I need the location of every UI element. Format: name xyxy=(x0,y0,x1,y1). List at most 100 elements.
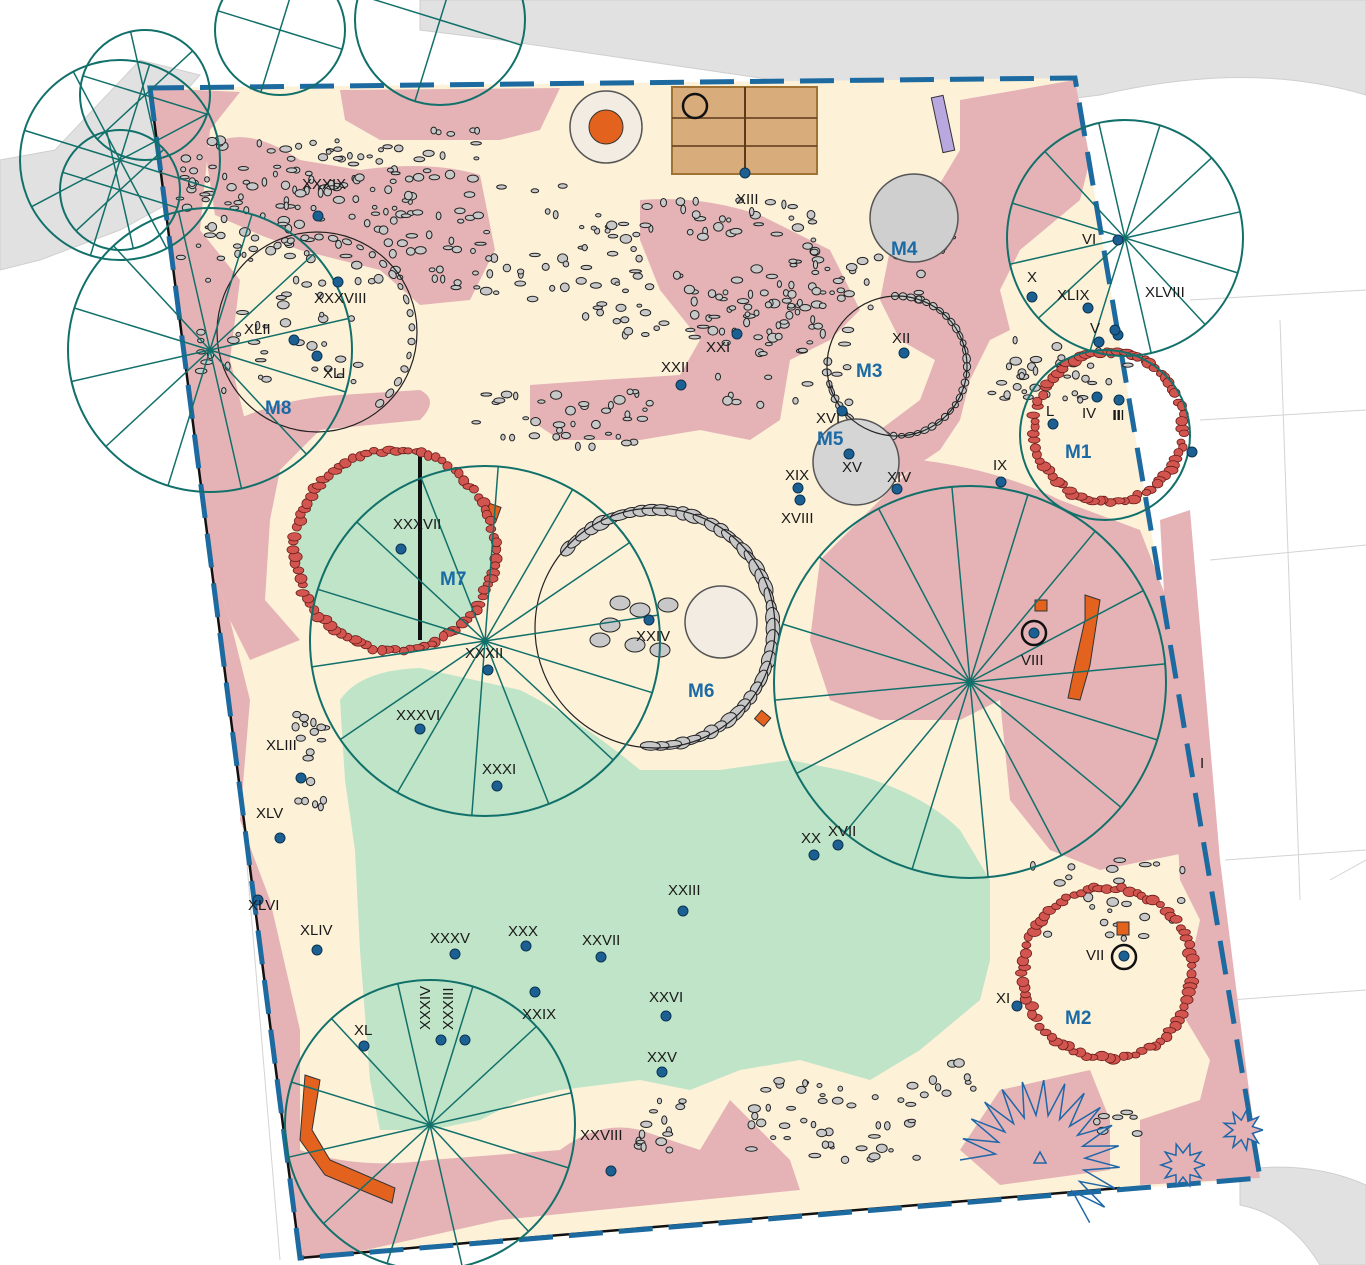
shrub-starburst-small xyxy=(1221,1107,1264,1153)
survey-point: XXXV xyxy=(430,930,470,960)
survey-points: IIIIIIIVVVIVIIVIIIIXXXIXIIXIIIXIVXVXVIXV… xyxy=(244,167,1204,1177)
stone xyxy=(588,442,596,452)
survey-point-dot xyxy=(311,944,323,956)
stone xyxy=(402,294,410,305)
stone xyxy=(292,710,302,719)
survey-point-dot xyxy=(395,543,407,555)
red-stone xyxy=(1185,953,1200,964)
survey-point-label: XXXV xyxy=(430,930,470,947)
stone xyxy=(299,713,309,723)
stone xyxy=(373,273,384,284)
stone xyxy=(636,415,649,422)
orange-features xyxy=(299,502,1130,1204)
survey-point-dot xyxy=(595,951,607,963)
survey-point: XII xyxy=(892,330,910,359)
tree-crowns xyxy=(19,0,1244,1265)
survey-point: XLI xyxy=(311,350,346,382)
stone xyxy=(310,717,317,728)
stone xyxy=(836,287,845,294)
stone xyxy=(502,263,512,273)
stone xyxy=(783,1136,792,1141)
stone xyxy=(604,431,613,436)
stone xyxy=(201,196,210,203)
survey-point-dot xyxy=(252,894,264,906)
stone xyxy=(522,416,530,421)
stone xyxy=(286,167,298,173)
red-stone xyxy=(1026,411,1040,419)
stone xyxy=(630,246,637,252)
stone xyxy=(254,320,261,331)
stone xyxy=(440,274,446,284)
red-stone xyxy=(1046,1032,1058,1042)
survey-point-dot xyxy=(643,614,655,626)
red-stone xyxy=(1186,962,1197,969)
stone xyxy=(1120,935,1128,942)
survey-point-dot xyxy=(1109,324,1121,336)
stone xyxy=(591,419,601,430)
stone xyxy=(453,279,462,287)
stone xyxy=(246,182,259,191)
stone xyxy=(388,249,397,259)
red-stone xyxy=(438,630,448,642)
stone xyxy=(310,204,317,212)
stone xyxy=(385,388,395,398)
stone xyxy=(765,1103,771,1112)
survey-point-label: XLV xyxy=(256,805,283,822)
stone xyxy=(354,173,365,182)
stone xyxy=(801,381,814,387)
stone xyxy=(1106,897,1119,907)
survey-point: XIII xyxy=(736,167,759,208)
stone xyxy=(400,365,409,373)
stone xyxy=(336,373,345,379)
m8-mound-outline xyxy=(216,231,418,433)
orange-bar-east xyxy=(1067,594,1101,701)
survey-point: XXI xyxy=(706,328,743,356)
stone xyxy=(425,230,433,240)
survey-point-dot xyxy=(794,494,806,506)
survey-point: IV xyxy=(1082,391,1103,422)
stone xyxy=(393,144,404,153)
stone xyxy=(557,183,568,189)
stone xyxy=(470,248,476,254)
stone xyxy=(678,1098,687,1104)
stone xyxy=(580,264,593,271)
survey-point-dot xyxy=(731,328,743,340)
stone xyxy=(493,397,506,404)
stone xyxy=(430,126,438,135)
stone xyxy=(513,391,519,401)
stone xyxy=(785,310,794,320)
survey-point: XVI xyxy=(816,405,848,427)
stone xyxy=(309,139,317,146)
target-markers xyxy=(681,92,1138,971)
stone xyxy=(199,192,211,197)
tree-crown xyxy=(214,0,346,96)
survey-point: IX xyxy=(993,457,1007,488)
stone xyxy=(500,433,506,441)
stone xyxy=(294,204,301,211)
survey-point-label: XLVI xyxy=(248,897,279,914)
stone xyxy=(665,1146,674,1154)
survey-point-label: XXXIX xyxy=(302,176,346,193)
survey-point-label: III xyxy=(1112,407,1125,424)
target-ring xyxy=(1110,943,1138,971)
stone xyxy=(537,399,546,404)
survey-point: XLIII xyxy=(266,737,307,784)
stone xyxy=(575,277,587,285)
stone xyxy=(303,250,310,257)
survey-point: XLII xyxy=(244,321,300,346)
stone xyxy=(222,172,228,181)
stone xyxy=(272,170,278,178)
survey-point-dot xyxy=(482,664,494,676)
stone xyxy=(788,258,798,264)
stone xyxy=(1012,383,1022,391)
stone xyxy=(466,174,479,183)
stone xyxy=(301,721,309,728)
survey-point: I xyxy=(1186,446,1204,772)
survey-point-label: IX xyxy=(993,457,1007,474)
survey-point-label: XXVIII xyxy=(580,1127,623,1144)
stone xyxy=(256,139,262,148)
stone xyxy=(390,171,401,176)
stone xyxy=(729,227,743,235)
stone xyxy=(916,269,926,279)
stone xyxy=(875,1121,882,1130)
